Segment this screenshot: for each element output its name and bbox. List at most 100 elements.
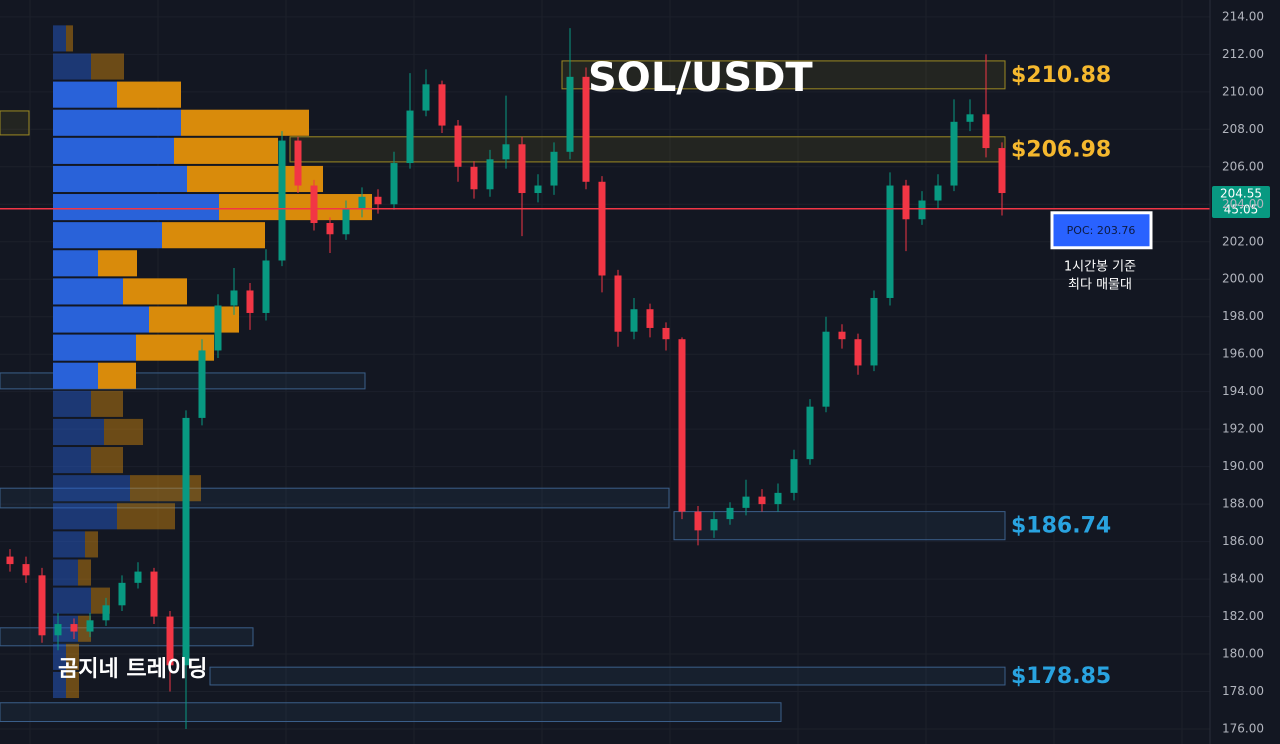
y-tick-label: 202.00 [1222,234,1264,248]
candle-body [726,507,734,520]
candle-body [182,417,190,666]
profile-sell [91,390,123,417]
candle-body [230,290,238,306]
candle-body [870,297,878,366]
y-tick-label: 192.00 [1222,422,1264,436]
candle-body [38,575,46,636]
chart-title: SOL/USDT [588,55,813,101]
zone [289,136,1006,163]
candle-body [790,459,798,493]
zone [209,666,1006,686]
candle-body [342,208,350,235]
profile-sell [98,250,137,277]
profile-buy [53,334,136,361]
candle-body [150,571,158,617]
candles [6,28,1006,730]
candle-body [918,200,926,220]
candle-body [310,185,318,224]
profile-sell [78,559,91,586]
profile-sell [162,222,265,249]
profile-sell [66,25,73,52]
y-tick-label: 196.00 [1222,347,1264,361]
profile-sell [104,418,143,446]
candle-body [758,496,766,505]
zone-label: $178.85 [1011,664,1111,689]
y-tick-label: 186.00 [1222,534,1264,548]
zone-label: $210.88 [1011,63,1111,88]
profile-buy [53,362,98,389]
candle-body [614,275,622,332]
profile-buy [53,222,162,249]
candle-body [886,185,894,298]
profile-buy [53,306,149,333]
candle-body [246,290,254,313]
candle-body [694,511,702,531]
profile-buy [53,447,91,474]
profile-sell [117,81,181,108]
candle-body [822,331,830,407]
watermark: 곰지네 트레이딩 [58,657,207,682]
poc-box [1050,211,1153,250]
profile-buy [53,503,117,530]
profile-sell [66,671,79,699]
profile-buy [53,109,181,136]
y-tick-label: 182.00 [1222,609,1264,623]
volume-profile [53,25,372,699]
profile-sell [98,362,136,389]
zone [673,511,1006,541]
candle-body [582,76,590,182]
profile-buy [53,475,130,502]
candle-body [406,110,414,164]
y-tick-label: 206.00 [1222,159,1264,173]
candle-body [950,121,958,186]
candle-body [22,564,30,576]
candle-body [374,196,382,205]
candle-body [6,556,14,565]
candle-body [438,84,446,126]
zone-label: $186.74 [1011,514,1111,539]
candle-body [326,223,334,235]
profile-sell [130,475,201,502]
profile-buy [53,25,66,52]
candle-body [54,624,62,636]
profile-buy [53,531,85,558]
candle-body [742,496,750,508]
last-price-badge [1212,185,1270,218]
candle-body [390,163,398,205]
candle-body [518,144,526,194]
candle-body [806,406,814,460]
y-tick-label: 204.00 [1222,197,1264,211]
candle-body [566,76,574,152]
candle-body [902,185,910,220]
candle-body [118,582,126,606]
profile-buy [53,671,66,699]
y-tick-label: 188.00 [1222,497,1264,511]
y-tick-label: 180.00 [1222,647,1264,661]
y-tick-label: 184.00 [1222,572,1264,586]
candle-body [486,159,494,190]
candle-body [998,148,1006,194]
profile-buy [53,194,219,221]
y-tick-label: 214.00 [1222,9,1264,23]
zone [0,487,670,509]
profile-sell [91,53,124,80]
candle-body [262,260,270,313]
profile-buy [53,278,123,305]
y-tick-label: 190.00 [1222,459,1264,473]
y-tick-label: 198.00 [1222,309,1264,323]
candle-body [534,185,542,194]
profile-buy [53,53,91,80]
candle-body [662,327,670,340]
candle-body [166,616,174,666]
candle-body [774,492,782,505]
last-price: 204.55 [1220,186,1262,200]
zone [0,110,30,136]
countdown: 45:05 [1224,202,1259,216]
profile-buy [53,250,98,277]
y-tick-label: 200.00 [1222,272,1264,286]
candle-body [838,331,846,340]
profile-buy [53,418,104,446]
candle-body [358,196,366,209]
profile-sell [174,137,278,164]
